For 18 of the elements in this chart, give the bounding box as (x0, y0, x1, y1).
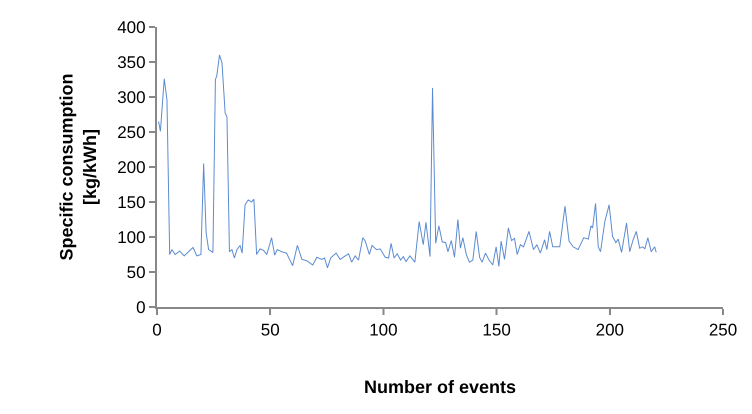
line-series (158, 54, 657, 268)
x-tick-label: 250 (708, 320, 738, 340)
y-tick-label: 350 (117, 52, 146, 72)
y-tick-label: 200 (117, 158, 146, 177)
y-tick-label: 250 (117, 122, 146, 142)
y-tick-label: 0 (136, 298, 146, 317)
x-tick-label: 150 (482, 320, 511, 340)
x-axis-title: Number of events (364, 377, 516, 397)
y-axis-title: Specific consumption [kg/kWh] (56, 73, 100, 261)
y-tick-label: 150 (117, 192, 146, 212)
x-tick-label: 50 (260, 320, 280, 340)
y-tick-label: 50 (126, 262, 146, 282)
y-tick-label: 100 (117, 228, 146, 247)
x-tick-label: 100 (369, 320, 398, 340)
y-tick-label: 400 (117, 18, 146, 37)
y-tick-label: 300 (117, 88, 146, 107)
x-tick-label: 200 (596, 320, 624, 340)
x-tick-label: 0 (152, 320, 162, 340)
